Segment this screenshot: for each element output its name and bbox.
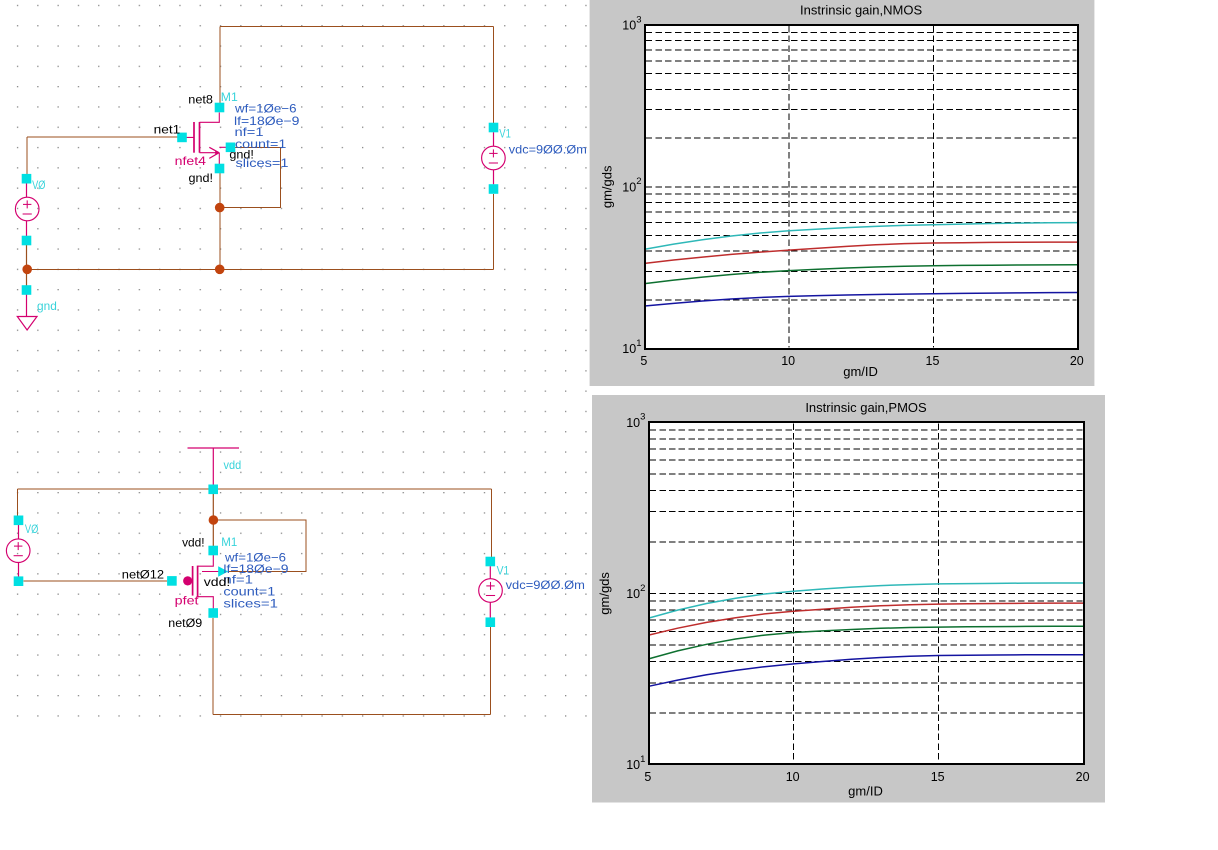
svg-text:Instrinsic gain,PMOS: Instrinsic gain,PMOS [805, 400, 927, 415]
svg-text:gnd!: gnd! [229, 148, 254, 162]
svg-text:10: 10 [626, 587, 640, 601]
svg-text:10: 10 [622, 19, 636, 33]
svg-text:wf=1Øe−6: wf=1Øe−6 [224, 550, 286, 564]
svg-text:gnd: gnd [37, 299, 57, 313]
svg-text:15: 15 [931, 770, 945, 784]
svg-text:20: 20 [1070, 354, 1084, 368]
svg-text:count=1: count=1 [223, 584, 275, 598]
svg-text:2: 2 [640, 583, 645, 594]
svg-text:3: 3 [640, 412, 645, 423]
svg-text:wf=1Øe−6: wf=1Øe−6 [234, 101, 297, 115]
svg-text:netØ12: netØ12 [122, 567, 165, 581]
svg-text:3: 3 [636, 14, 641, 25]
svg-text:lf=18Øe−9: lf=18Øe−9 [223, 562, 288, 576]
svg-text:pfet: pfet [175, 594, 200, 608]
svg-text:1: 1 [640, 754, 645, 765]
svg-text:10: 10 [626, 758, 640, 772]
svg-text:5: 5 [644, 770, 651, 784]
svg-text:vdc=9ØØ.Øm: vdc=9ØØ.Øm [509, 142, 587, 156]
svg-text:M1: M1 [221, 535, 237, 549]
svg-text:2: 2 [636, 176, 641, 187]
svg-text:1: 1 [636, 338, 641, 349]
svg-text:Instrinsic gain,NMOS: Instrinsic gain,NMOS [800, 3, 922, 18]
svg-text:VØ: VØ [25, 522, 38, 536]
svg-text:20: 20 [1076, 770, 1090, 784]
svg-text:gm/gds: gm/gds [600, 165, 615, 208]
svg-text:netØ9: netØ9 [168, 616, 202, 630]
svg-text:5: 5 [640, 354, 647, 368]
svg-text:M1: M1 [221, 90, 238, 104]
svg-text:vdd: vdd [224, 458, 242, 472]
svg-text:net1: net1 [154, 123, 181, 137]
svg-text:gm/ID: gm/ID [848, 783, 883, 798]
svg-text:slices=1: slices=1 [236, 156, 289, 170]
svg-text:gm/gds: gm/gds [597, 572, 612, 615]
svg-text:vdd!: vdd! [182, 535, 205, 549]
svg-text:gnd!: gnd! [189, 171, 214, 185]
svg-text:10: 10 [622, 342, 636, 356]
svg-text:10: 10 [626, 416, 640, 430]
svg-text:vdd!: vdd! [204, 575, 231, 589]
svg-text:gm/ID: gm/ID [843, 364, 878, 379]
svg-text:slices=1: slices=1 [223, 597, 278, 611]
svg-text:VØ: VØ [32, 178, 45, 192]
svg-text:15: 15 [926, 354, 940, 368]
svg-text:vdc=9ØØ.Øm: vdc=9ØØ.Øm [506, 578, 585, 592]
svg-text:nf=1: nf=1 [235, 125, 264, 139]
svg-text:V1: V1 [499, 127, 511, 141]
svg-text:nf=1: nf=1 [223, 573, 253, 587]
svg-text:count=1: count=1 [235, 137, 287, 151]
svg-text:net8: net8 [188, 93, 213, 107]
svg-text:nfet4: nfet4 [175, 154, 207, 168]
svg-text:10: 10 [786, 770, 800, 784]
svg-text:V1: V1 [497, 564, 510, 578]
svg-text:lf=18Øe−9: lf=18Øe−9 [234, 114, 300, 128]
svg-text:10: 10 [622, 180, 636, 194]
svg-text:10: 10 [781, 354, 795, 368]
